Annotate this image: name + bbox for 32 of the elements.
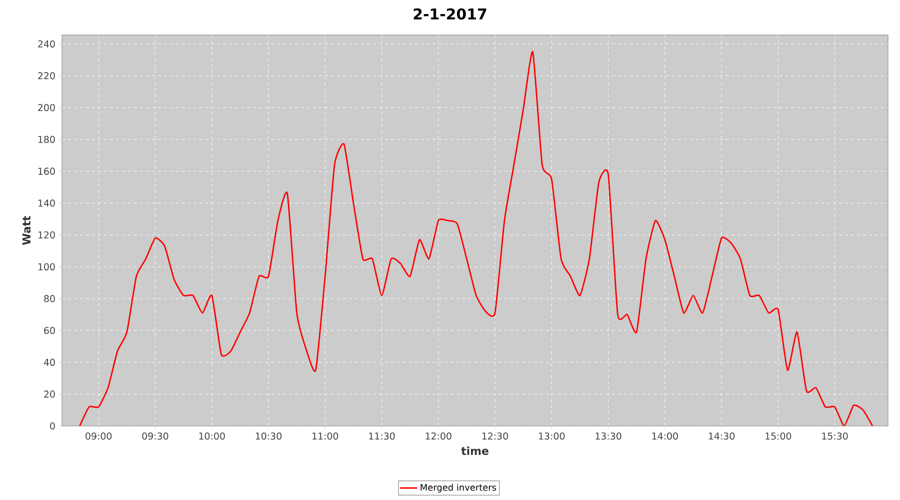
y-tick-label: 80	[44, 295, 55, 302]
y-tick-label: 100	[38, 263, 55, 270]
y-tick-label: 200	[38, 104, 55, 112]
x-tick-label: 14:30	[708, 432, 735, 440]
x-tick-label: 11:00	[312, 432, 338, 440]
x-tick-label: 12:00	[426, 432, 452, 440]
x-tick-label: 09:30	[142, 432, 168, 440]
x-tick-label: 10:00	[199, 432, 225, 440]
y-tick-label: 20	[44, 390, 55, 398]
y-tick-label: 180	[38, 136, 55, 144]
chart-title: 2-1-2017	[414, 8, 486, 20]
x-tick-label: 12:30	[482, 432, 508, 440]
y-axis-title: Watt	[22, 216, 31, 245]
x-tick-label: 11:30	[369, 432, 395, 440]
y-tick-label: 60	[44, 326, 55, 334]
x-tick-label: 13:30	[596, 432, 622, 440]
x-tick-label: 09:00	[86, 432, 112, 440]
x-tick-label: 15:30	[822, 432, 848, 440]
x-tick-label: 10:30	[256, 432, 282, 440]
y-tick-label: 160	[38, 168, 55, 175]
line-series	[79, 51, 874, 426]
x-axis-title: time	[461, 446, 488, 455]
y-tick-label: 220	[38, 72, 55, 80]
y-tick-label: 240	[38, 40, 55, 48]
x-tick-label: 15:00	[766, 432, 792, 440]
x-tick-label: 13:00	[539, 432, 565, 440]
legend-label: Merged inverters	[420, 484, 496, 493]
y-tick-label: 120	[38, 231, 55, 239]
y-tick-label: 0	[50, 422, 55, 430]
y-tick-label: 140	[38, 200, 55, 207]
y-tick-label: 40	[44, 358, 55, 366]
x-tick-label: 14:00	[652, 432, 678, 440]
